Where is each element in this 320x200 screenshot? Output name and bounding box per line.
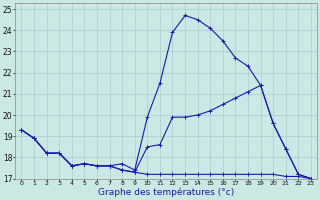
X-axis label: Graphe des températures (°c): Graphe des températures (°c): [98, 188, 234, 197]
